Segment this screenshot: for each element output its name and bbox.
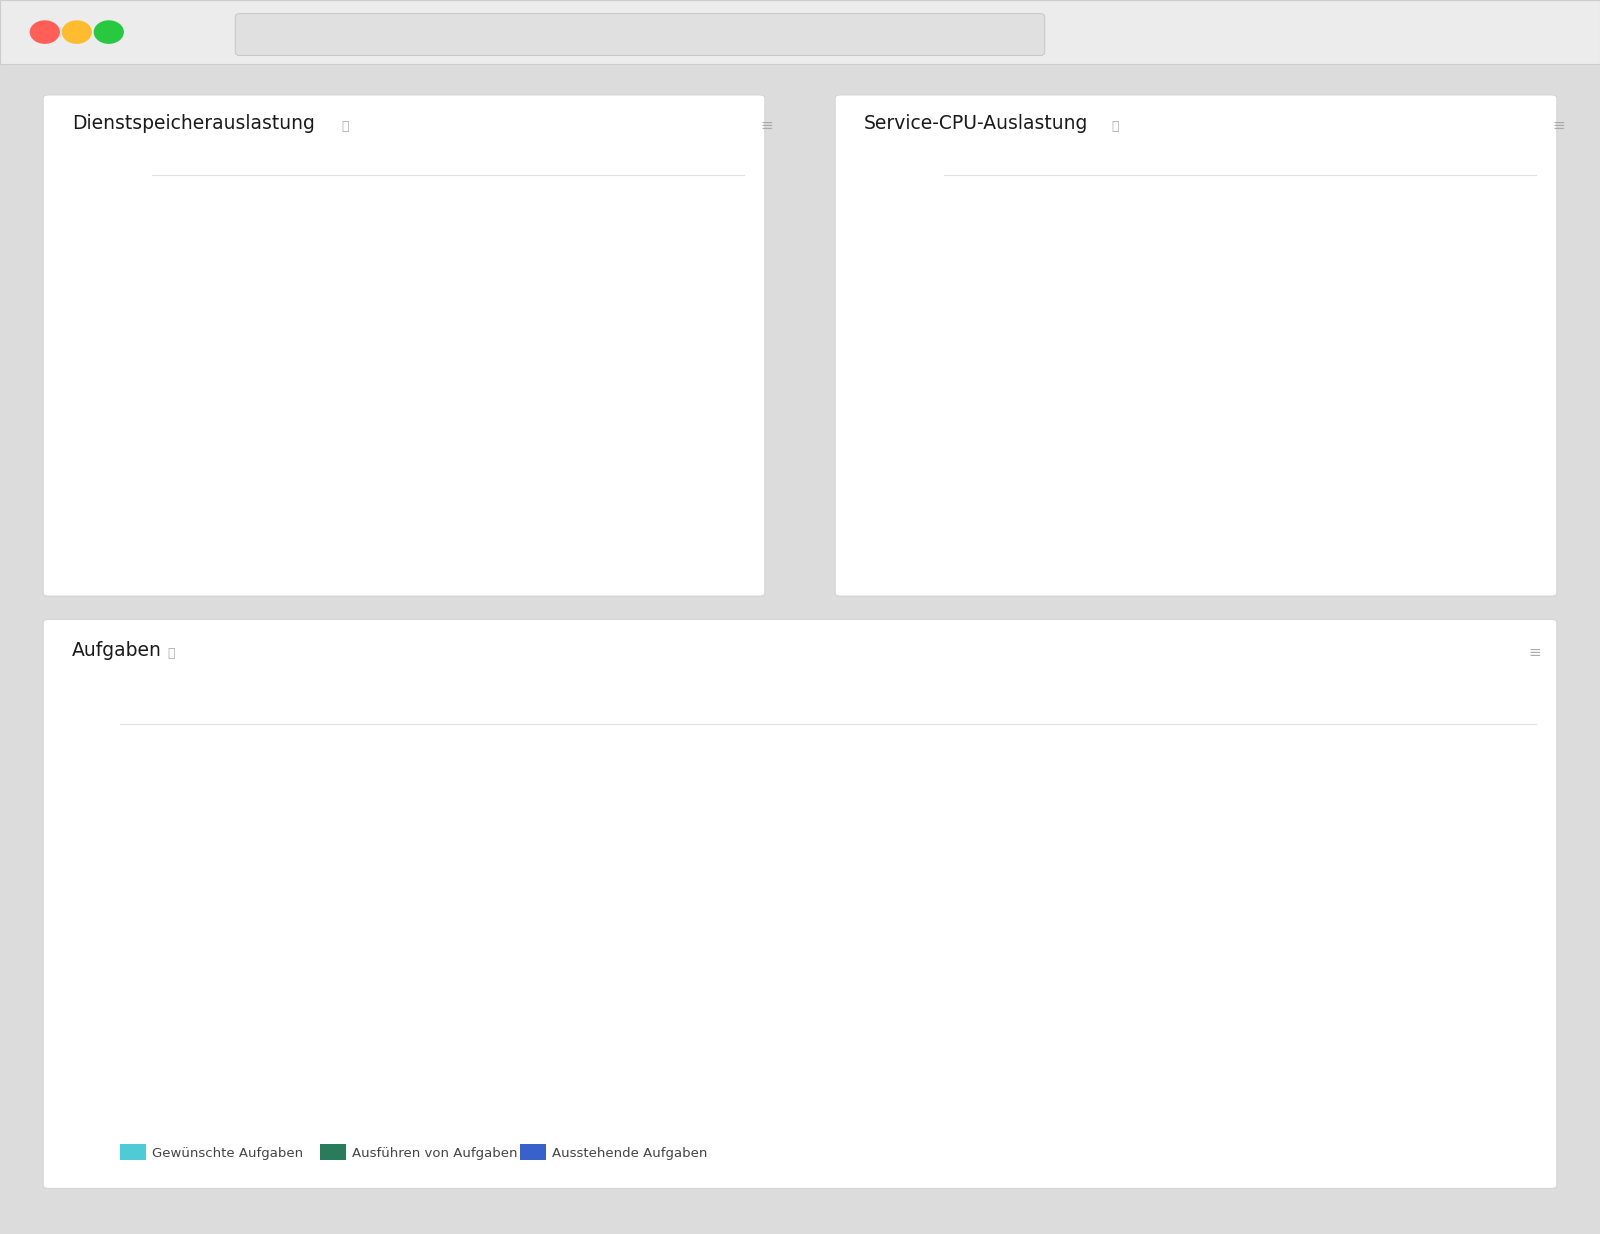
- Y-axis label: Dienstspeicherauslastung %: Dienstspeicherauslastung %: [112, 271, 125, 450]
- Text: Ausstehende Aufgaben: Ausstehende Aufgaben: [552, 1148, 707, 1160]
- Y-axis label: Zählen: Zählen: [77, 884, 91, 930]
- Text: ⧉: ⧉: [341, 120, 349, 133]
- Text: Dienstspeicherauslastung: Dienstspeicherauslastung: [72, 115, 315, 133]
- Text: ≡: ≡: [1528, 645, 1541, 660]
- Text: Gewünschte Aufgaben: Gewünschte Aufgaben: [152, 1148, 302, 1160]
- Text: ≡: ≡: [760, 118, 773, 133]
- Text: Service-CPU-Auslastung: Service-CPU-Auslastung: [864, 115, 1088, 133]
- Text: ⧉: ⧉: [1112, 120, 1118, 133]
- Y-axis label: Service-CPU-Auslastung (%): Service-CPU-Auslastung (%): [904, 273, 917, 449]
- Text: Aufgaben: Aufgaben: [72, 642, 162, 660]
- Text: Ausführen von Aufgaben: Ausführen von Aufgaben: [352, 1148, 517, 1160]
- Text: ⧉: ⧉: [166, 647, 174, 660]
- Text: ≡: ≡: [1552, 118, 1565, 133]
